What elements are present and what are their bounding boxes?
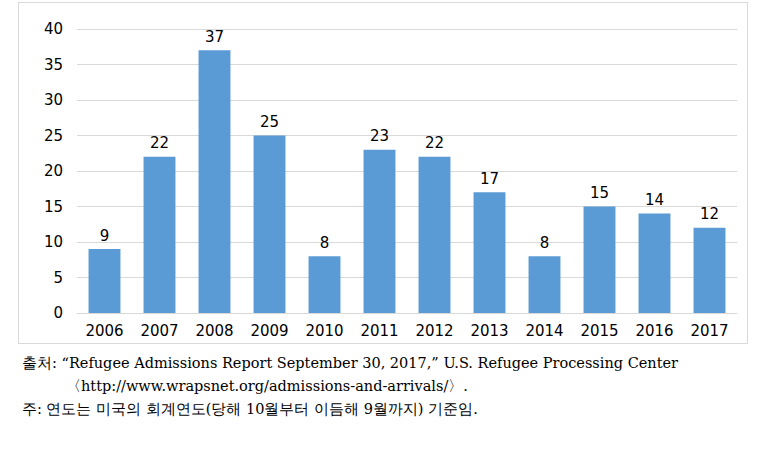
svg-text:2012: 2012 [415, 322, 453, 340]
svg-text:37: 37 [205, 28, 224, 46]
svg-text:20: 20 [44, 162, 63, 180]
svg-text:2010: 2010 [305, 322, 343, 340]
svg-text:2008: 2008 [195, 322, 233, 340]
svg-text:0: 0 [53, 304, 63, 322]
svg-text:2016: 2016 [635, 322, 673, 340]
svg-text:12: 12 [700, 205, 719, 223]
svg-text:40: 40 [44, 20, 63, 38]
svg-text:2007: 2007 [140, 322, 178, 340]
svg-text:2013: 2013 [470, 322, 508, 340]
svg-text:22: 22 [425, 134, 444, 152]
svg-text:8: 8 [540, 234, 550, 252]
svg-text:15: 15 [590, 184, 609, 202]
svg-text:25: 25 [44, 127, 63, 145]
svg-text:8: 8 [320, 234, 330, 252]
svg-text:9: 9 [100, 227, 110, 245]
svg-text:22: 22 [150, 134, 169, 152]
svg-text:10: 10 [44, 233, 63, 251]
svg-text:2006: 2006 [85, 322, 123, 340]
svg-text:2014: 2014 [525, 322, 563, 340]
svg-text:2015: 2015 [580, 322, 618, 340]
svg-text:25: 25 [260, 113, 279, 131]
svg-text:30: 30 [44, 91, 63, 109]
svg-text:35: 35 [44, 56, 63, 74]
svg-text:17: 17 [480, 170, 499, 188]
svg-text:14: 14 [645, 191, 664, 209]
svg-text:23: 23 [370, 127, 389, 145]
svg-text:2011: 2011 [360, 322, 398, 340]
svg-text:15: 15 [44, 198, 63, 216]
svg-text:2017: 2017 [690, 322, 728, 340]
html-text:출처: “Refugee Admissions Report: 출처: “Refugee Admissions Report September… [22, 355, 678, 394]
html-text:주: 연도는 미국의 회계연도(당해 10월부터 이듬해 9: 주: 연도는 미국의 회계연도(당해 10월부터 이듬해 9월까지) 기준임. [22, 401, 478, 417]
svg-text:5: 5 [53, 269, 63, 287]
svg-text:2009: 2009 [250, 322, 288, 340]
